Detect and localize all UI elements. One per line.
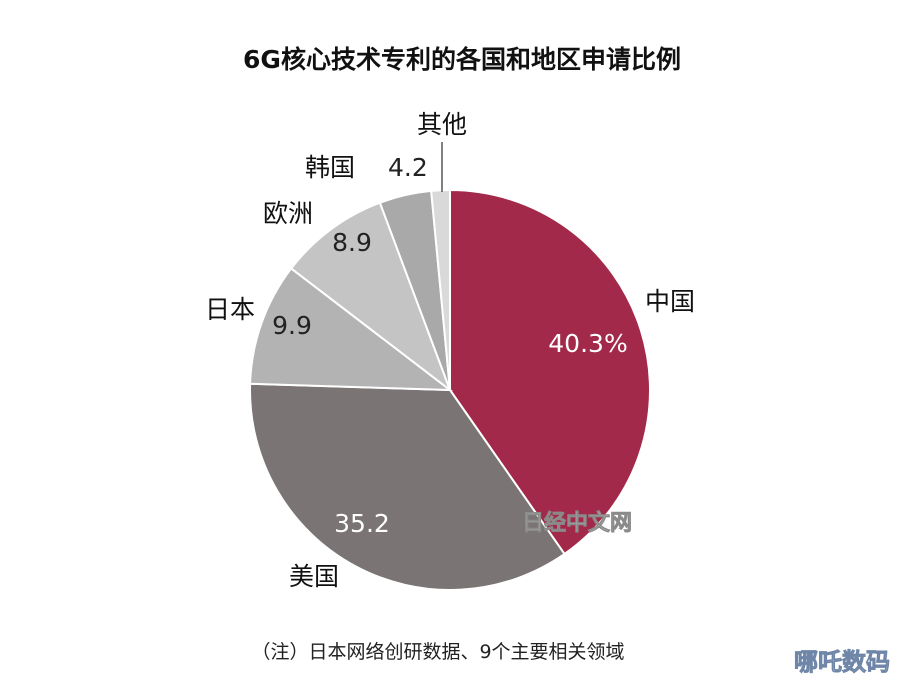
slice-value-label-4: 4.2 (388, 153, 428, 182)
pie-slice-2 (249, 267, 454, 392)
pie-slice-3 (289, 201, 453, 393)
corner-watermark: 哪吒数码 (794, 648, 890, 676)
pie-labels: 40.3% 中国 35.2 美国 9.9 日本 8.9 欧洲 4.2 韩国 其他 (205, 110, 695, 591)
slice-category-label-3: 欧洲 (263, 199, 313, 228)
slice-category-label-1: 美国 (289, 562, 339, 591)
slice-value-label-2: 9.9 (272, 311, 312, 340)
slice-category-label-5: 其他 (417, 110, 467, 139)
slice-value-label-0: 40.3% (548, 329, 627, 358)
pie-slices (249, 188, 651, 591)
slice-value-label-1: 35.2 (334, 509, 390, 538)
slice-category-label-4: 韩国 (305, 153, 355, 182)
slice-category-label-0: 中国 (645, 287, 695, 316)
slice-value-label-3: 8.9 (332, 228, 372, 257)
watermark: 日经中文网 (522, 510, 632, 536)
footnote: （注）日本网络创研数据、9个主要相关领域 (251, 641, 624, 663)
pie-slice-0 (449, 188, 651, 556)
slice-category-label-2: 日本 (205, 295, 255, 324)
pie-slice-1 (249, 382, 566, 591)
pie-slice-5 (430, 188, 451, 391)
chart-title: 6G核心技术专利的各国和地区申请比例 (243, 45, 681, 74)
